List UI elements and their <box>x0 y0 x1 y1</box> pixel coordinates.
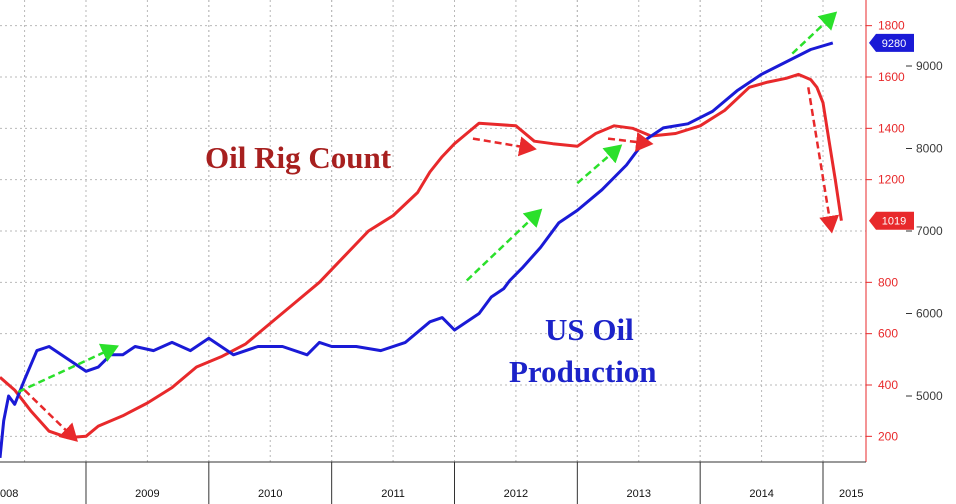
green-trend-arrow <box>791 11 838 55</box>
production-axis-tick-label: 6000 <box>916 307 943 321</box>
production-axis-tick-label: 8000 <box>916 142 943 156</box>
rig-last-value-tag: 1019 <box>869 211 914 230</box>
rig-axis-tick-label: 400 <box>878 378 898 392</box>
rig-axis-tick-label: 1200 <box>878 173 905 187</box>
production-last-value-tag-bg <box>869 33 914 52</box>
series-lines <box>0 41 843 459</box>
production-annotation-line1: US Oil <box>545 312 634 347</box>
production-last-value-tag-text: 9280 <box>882 38 906 50</box>
x-tick-label: 2009 <box>135 488 159 500</box>
red-trend-arrow <box>472 136 537 157</box>
axes <box>0 0 912 504</box>
rig-axis-tick-label: 200 <box>878 429 898 443</box>
rig-axis-tick-label: 1600 <box>878 70 905 84</box>
trend-arrows <box>17 11 840 442</box>
production-annotation-line2: Production <box>509 354 657 389</box>
x-tick-label: 2015 <box>839 488 863 500</box>
production-axis-tick-label: 9000 <box>916 59 943 73</box>
last-value-tags: 1019 9280 <box>869 33 914 230</box>
rig-axis-tick-label: 1800 <box>878 19 905 33</box>
x-tick-label: 2010 <box>258 488 282 500</box>
red-trend-arrow <box>607 132 654 152</box>
green-trend-arrow <box>576 144 623 185</box>
red-trend-arrow <box>807 87 840 234</box>
x-tick-label: 2011 <box>381 488 405 500</box>
red-trend-arrow <box>23 389 78 442</box>
rig-count-annotation: Oil Rig Count <box>205 140 392 175</box>
x-tick-label: 2014 <box>749 488 773 500</box>
x-tick-label: 2012 <box>504 488 528 500</box>
x-tick-label-partial: 008 <box>0 488 18 500</box>
gridlines <box>0 0 866 462</box>
green-trend-arrow <box>17 343 119 394</box>
rig-last-value-tag-bg <box>869 211 914 230</box>
production-last-value-tag: 9280 <box>869 33 914 52</box>
rig-count-line <box>0 72 843 440</box>
rig-axis-tick-label: 1400 <box>878 121 905 135</box>
green-trend-arrow <box>465 208 543 282</box>
production-axis-tick-label: 5000 <box>916 389 943 403</box>
axis-tick-labels: 200 400 600 800 1200 1400 1600 1800 5000 6000 7000… <box>0 19 943 500</box>
x-tick-label: 2013 <box>627 488 651 500</box>
rig-last-value-tag-text: 1019 <box>882 216 906 228</box>
production-axis-tick-label: 7000 <box>916 224 943 238</box>
rig-axis-tick-label: 600 <box>878 327 898 341</box>
rig-axis-tick-label: 800 <box>878 275 898 289</box>
production-line <box>0 41 834 459</box>
